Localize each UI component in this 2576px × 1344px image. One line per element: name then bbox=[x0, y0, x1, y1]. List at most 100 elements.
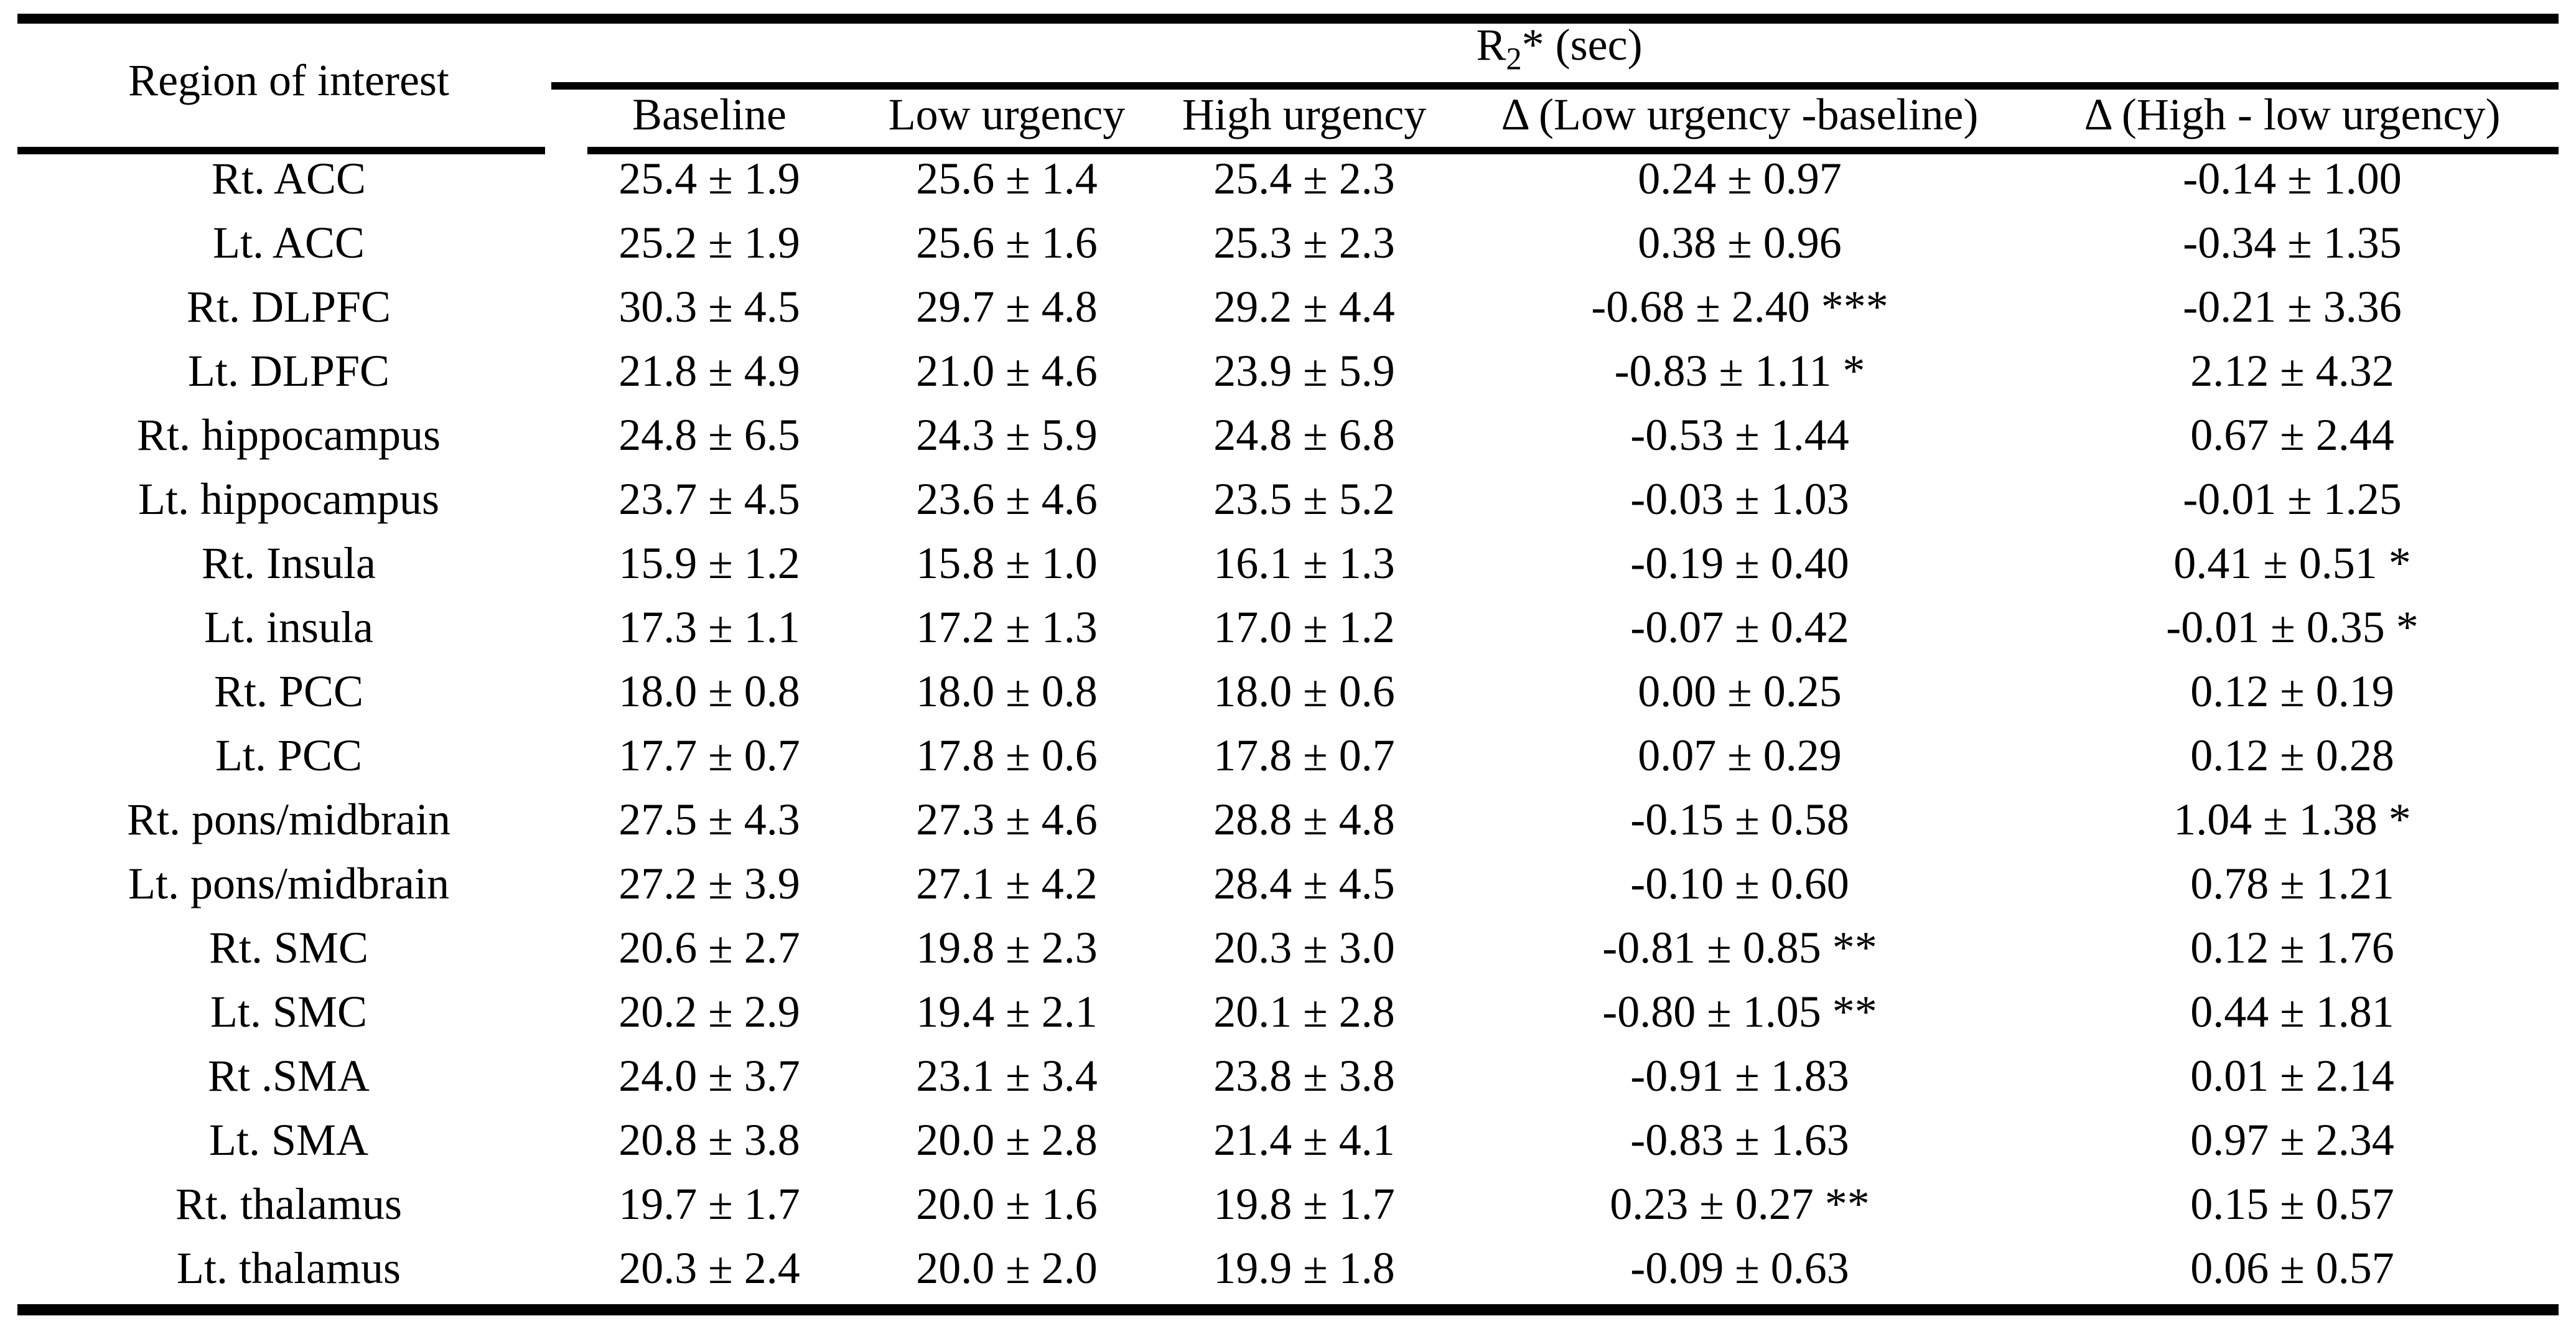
value-cell: 20.0 ± 2.0 bbox=[916, 1243, 1098, 1293]
table-row: Lt. DLPFC 21.8 ± 4.9 21.0 ± 4.6 23.9 ± 5.9 -… bbox=[17, 339, 2559, 403]
table-row: Lt. pons/midbrain 27.2 ± 3.9 27.1 ± 4.2 28.… bbox=[17, 852, 2559, 916]
value-cell: 30.3 ± 4.5 bbox=[618, 282, 800, 332]
value-cell: 17.0 ± 1.2 bbox=[1213, 602, 1395, 652]
value-cell: 25.6 ± 1.4 bbox=[916, 154, 1098, 203]
value-cell: 27.5 ± 4.3 bbox=[618, 795, 800, 844]
table-row: Rt. PCC 18.0 ± 0.8 18.0 ± 0.8 18.0 ± 0.6 0.0… bbox=[17, 660, 2559, 724]
value-cell: 25.4 ± 2.3 bbox=[1213, 154, 1395, 203]
value-cell: -0.53 ± 1.44 bbox=[1630, 410, 1849, 460]
header-bottom-rule-left bbox=[17, 147, 545, 154]
value-cell: 0.97 ± 2.34 bbox=[2190, 1115, 2394, 1165]
value-cell: 25.3 ± 2.3 bbox=[1213, 218, 1395, 268]
value-cell: 17.7 ± 0.7 bbox=[618, 730, 800, 780]
value-cell: 29.2 ± 4.4 bbox=[1213, 282, 1395, 332]
value-cell: 17.3 ± 1.1 bbox=[618, 602, 800, 652]
roi-cell: Lt. SMC bbox=[210, 987, 368, 1037]
roi-cell: Rt. PCC bbox=[213, 666, 364, 716]
table-row: Rt. thalamus 19.7 ± 1.7 20.0 ± 1.6 19.8 ± 1… bbox=[17, 1172, 2559, 1236]
roi-cell: Rt. DLPFC bbox=[186, 282, 391, 332]
value-cell: 23.6 ± 4.6 bbox=[916, 474, 1098, 524]
row-header-region-of-interest: Region of interest bbox=[128, 55, 449, 105]
value-cell: 21.8 ± 4.9 bbox=[618, 346, 800, 396]
table-row: Rt. SMC 20.6 ± 2.7 19.8 ± 2.3 20.3 ± 3.0 -0.… bbox=[17, 916, 2559, 980]
roi-cell: Lt. SMA bbox=[208, 1115, 369, 1165]
value-cell: 0.12 ± 0.28 bbox=[2190, 730, 2394, 780]
header-bottom-rule-right bbox=[587, 147, 2559, 154]
value-cell: 0.12 ± 0.19 bbox=[2190, 666, 2394, 716]
table-row: Rt. pons/midbrain 27.5 ± 4.3 27.3 ± 4.6 28.… bbox=[17, 788, 2559, 852]
table-bottom-rule bbox=[17, 1304, 2559, 1315]
value-cell: 2.12 ± 4.32 bbox=[2190, 346, 2394, 396]
value-cell: 0.41 ± 0.51 * bbox=[2173, 538, 2411, 588]
results-table: Region of interest R2* (sec) Baseline Lo… bbox=[17, 14, 2559, 1300]
value-cell: 27.2 ± 3.9 bbox=[618, 859, 800, 908]
table-row: Lt. ACC 25.2 ± 1.9 25.6 ± 1.6 25.3 ± 2.3 0.3… bbox=[17, 211, 2559, 275]
value-cell: -0.15 ± 0.58 bbox=[1630, 795, 1849, 844]
value-cell: 20.6 ± 2.7 bbox=[618, 923, 800, 973]
value-cell: -0.81 ± 0.85 ** bbox=[1602, 923, 1877, 973]
value-cell: 0.38 ± 0.96 bbox=[1638, 218, 1842, 268]
value-cell: 29.7 ± 4.8 bbox=[916, 282, 1098, 332]
table-row: Rt. Insula 15.9 ± 1.2 15.8 ± 1.0 16.1 ± 1.3… bbox=[17, 531, 2559, 595]
value-cell: 16.1 ± 1.3 bbox=[1213, 538, 1395, 588]
value-cell: 27.3 ± 4.6 bbox=[916, 795, 1098, 844]
value-cell: -0.19 ± 0.40 bbox=[1630, 538, 1849, 588]
value-cell: 0.06 ± 0.57 bbox=[2190, 1243, 2394, 1293]
value-cell: 17.8 ± 0.7 bbox=[1213, 730, 1395, 780]
group-header-row: Region of interest R2* (sec) bbox=[17, 14, 2559, 105]
value-cell: 23.5 ± 5.2 bbox=[1213, 474, 1395, 524]
value-cell: 28.8 ± 4.8 bbox=[1213, 795, 1395, 844]
value-cell: -0.09 ± 0.63 bbox=[1630, 1243, 1849, 1293]
value-cell: -0.14 ± 1.00 bbox=[2183, 154, 2402, 203]
value-cell: 27.1 ± 4.2 bbox=[916, 859, 1098, 908]
roi-cell: Rt. hippocampus bbox=[137, 410, 441, 460]
value-cell: 25.4 ± 1.9 bbox=[618, 154, 800, 203]
r2-suffix: * (sec) bbox=[1521, 19, 1643, 70]
roi-cell: Lt. ACC bbox=[212, 218, 365, 268]
value-cell: 0.44 ± 1.81 bbox=[2190, 987, 2394, 1037]
value-cell: 21.4 ± 4.1 bbox=[1213, 1115, 1395, 1165]
roi-cell: Lt. PCC bbox=[215, 730, 363, 780]
table-row: Rt. hippocampus 24.8 ± 6.5 24.3 ± 5.9 24.8 … bbox=[17, 403, 2559, 467]
roi-cell: Rt .SMA bbox=[207, 1051, 370, 1101]
value-cell: 17.8 ± 0.6 bbox=[916, 730, 1098, 780]
value-cell: 15.8 ± 1.0 bbox=[916, 538, 1098, 588]
roi-cell: Lt. thalamus bbox=[177, 1243, 401, 1293]
table-row: Rt. ACC 25.4 ± 1.9 25.6 ± 1.4 25.4 ± 2.3 0.2… bbox=[17, 147, 2559, 211]
value-cell: 0.12 ± 1.76 bbox=[2190, 923, 2394, 973]
value-cell: -0.01 ± 0.35 * bbox=[2166, 602, 2419, 652]
value-cell: 1.04 ± 1.38 * bbox=[2173, 795, 2411, 844]
value-cell: 23.7 ± 4.5 bbox=[618, 474, 800, 524]
table-row: Lt. SMC 20.2 ± 2.9 19.4 ± 2.1 20.1 ± 2.8 -0.… bbox=[17, 980, 2559, 1044]
r2-subscript: 2 bbox=[1506, 41, 1522, 77]
value-cell: 0.67 ± 2.44 bbox=[2190, 410, 2394, 460]
value-cell: 20.8 ± 3.8 bbox=[618, 1115, 800, 1165]
value-cell: 19.7 ± 1.7 bbox=[618, 1179, 800, 1229]
column-header-delta-low-baseline: Δ (Low urgency -baseline) bbox=[1501, 89, 1979, 139]
value-cell: 20.3 ± 3.0 bbox=[1213, 923, 1395, 973]
value-cell: -0.21 ± 3.36 bbox=[2183, 282, 2402, 332]
value-cell: 24.8 ± 6.8 bbox=[1213, 410, 1395, 460]
table-row: Rt. DLPFC 30.3 ± 4.5 29.7 ± 4.8 29.2 ± 4.4 -… bbox=[17, 275, 2559, 339]
value-cell: 20.2 ± 2.9 bbox=[618, 987, 800, 1037]
table-top-rule bbox=[17, 14, 2559, 24]
value-cell: 20.0 ± 2.8 bbox=[916, 1115, 1098, 1165]
value-cell: 18.0 ± 0.8 bbox=[618, 666, 800, 716]
value-cell: -0.83 ± 1.63 bbox=[1630, 1115, 1849, 1165]
roi-cell: Rt. pons/midbrain bbox=[127, 795, 450, 844]
column-header-high-urgency: High urgency bbox=[1182, 89, 1427, 139]
table-row: Lt. thalamus 20.3 ± 2.4 20.0 ± 2.0 19.9 ± 1… bbox=[17, 1236, 2559, 1300]
value-cell: 20.0 ± 1.6 bbox=[916, 1179, 1098, 1229]
value-cell: 0.01 ± 2.14 bbox=[2190, 1051, 2394, 1101]
value-cell: 23.8 ± 3.8 bbox=[1213, 1051, 1395, 1101]
value-cell: 28.4 ± 4.5 bbox=[1213, 859, 1395, 908]
value-cell: 20.1 ± 2.8 bbox=[1213, 987, 1395, 1037]
value-cell: 20.3 ± 2.4 bbox=[618, 1243, 800, 1293]
value-cell: 18.0 ± 0.8 bbox=[916, 666, 1098, 716]
roi-cell: Rt. thalamus bbox=[175, 1179, 402, 1229]
value-cell: 19.4 ± 2.1 bbox=[916, 987, 1098, 1037]
value-cell: -0.01 ± 1.25 bbox=[2183, 474, 2402, 524]
value-cell: 0.24 ± 0.97 bbox=[1638, 154, 1842, 203]
value-cell: 0.07 ± 0.29 bbox=[1638, 730, 1842, 780]
